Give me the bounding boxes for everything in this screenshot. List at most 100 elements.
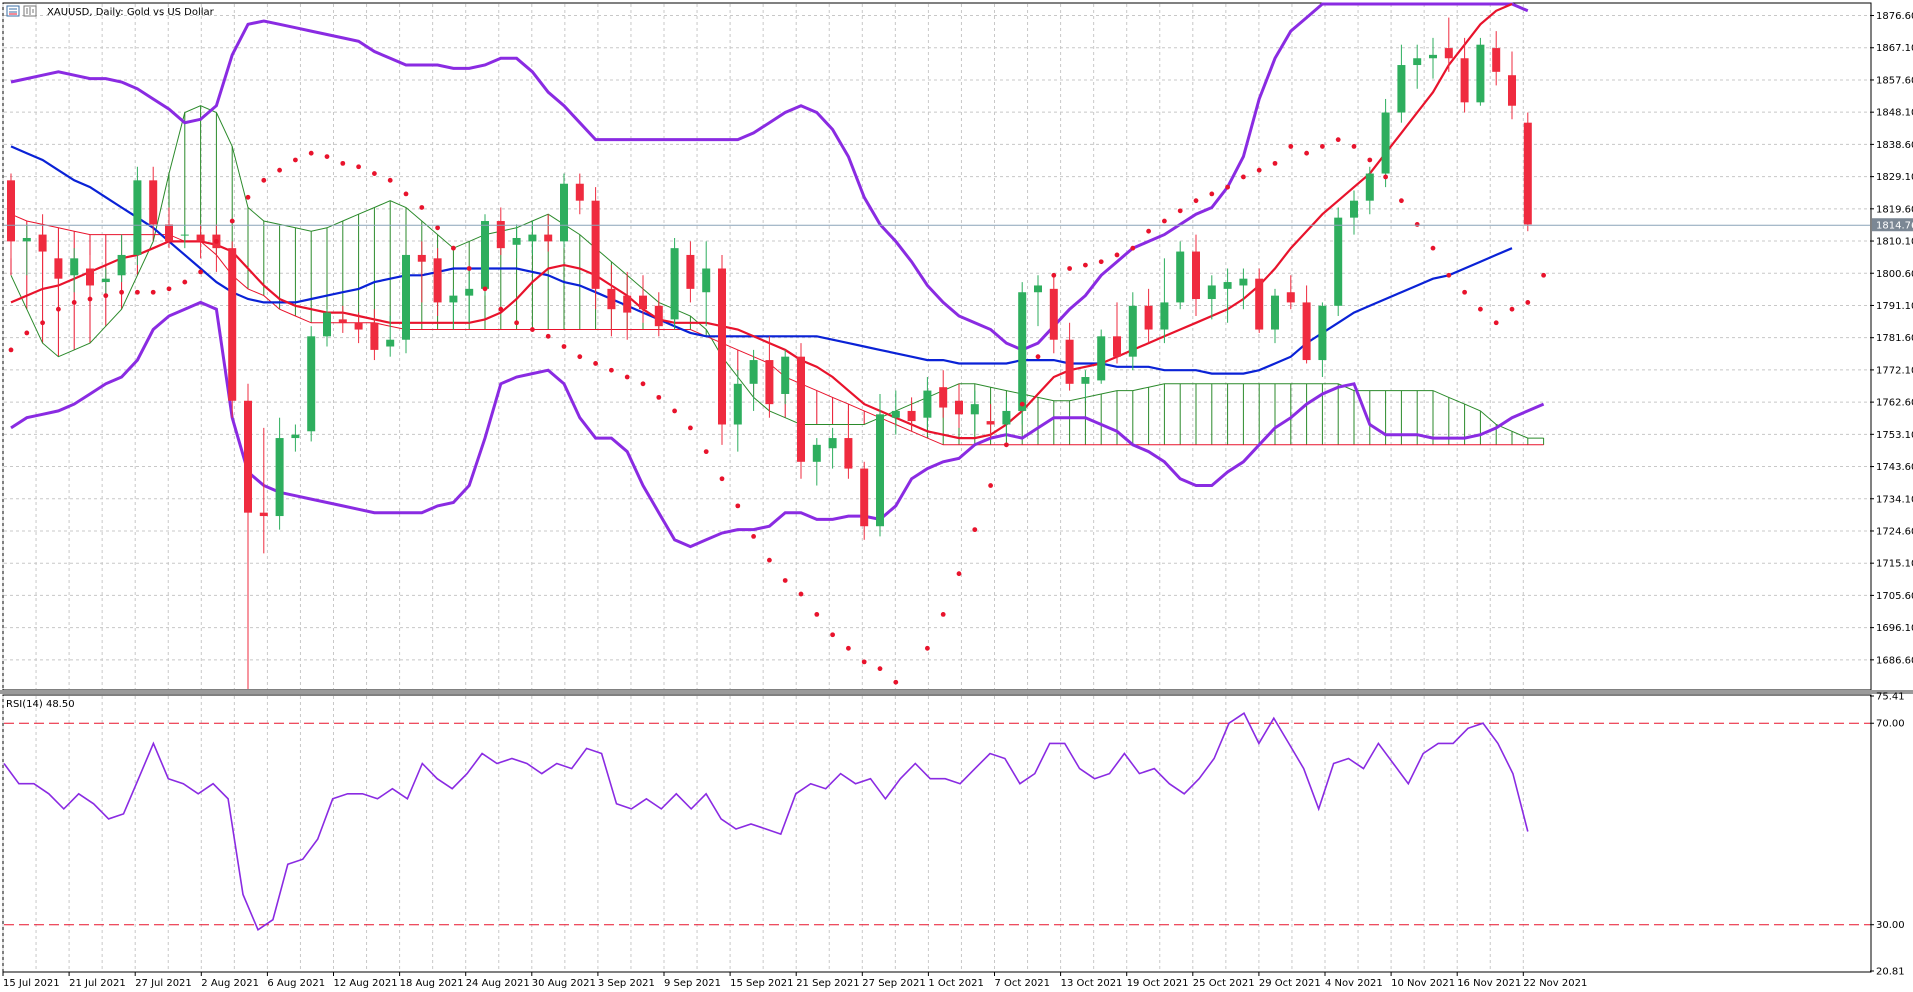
candle-body xyxy=(891,410,900,418)
rsi-tick-label: 75.41 xyxy=(1876,692,1905,703)
rsi-pane-border xyxy=(2,694,1872,973)
candle-body xyxy=(544,234,553,242)
candle-body xyxy=(702,268,711,293)
candle xyxy=(1413,44,1422,89)
candle xyxy=(1255,268,1264,333)
sar-dot xyxy=(530,327,535,332)
candle xyxy=(354,312,363,344)
candle xyxy=(1429,37,1437,79)
candle xyxy=(1034,275,1042,327)
date-tick-label: 4 Nov 2021 xyxy=(1325,978,1383,989)
sar-dot xyxy=(198,269,204,275)
candle xyxy=(812,438,821,486)
sar-dot xyxy=(735,503,741,509)
candle xyxy=(370,309,379,361)
sar-dot xyxy=(624,374,630,380)
rsi-title: RSI(14) 48.50 xyxy=(6,699,75,710)
chart-type-icon[interactable] xyxy=(23,5,37,17)
sar-dot xyxy=(119,289,124,295)
candle xyxy=(1286,275,1295,310)
candle-body xyxy=(639,295,647,310)
candle xyxy=(891,390,900,435)
moving-average-slow-line xyxy=(10,145,1513,375)
sar-dot xyxy=(40,320,45,326)
candle-body xyxy=(1271,295,1279,330)
candle-body xyxy=(528,234,537,242)
candle xyxy=(338,305,347,333)
date-tick-label: 16 Nov 2021 xyxy=(1457,978,1521,989)
sar-dot xyxy=(1304,150,1309,156)
candle xyxy=(1207,275,1216,320)
candle xyxy=(1176,241,1185,310)
candle-body xyxy=(1334,217,1343,306)
candle xyxy=(623,271,632,340)
pane-separator[interactable] xyxy=(0,690,1913,694)
price-tick-label: 1791.10 xyxy=(1876,301,1913,312)
candle-body xyxy=(860,468,869,527)
candle-body xyxy=(1365,173,1374,201)
sar-dot xyxy=(798,591,804,597)
candle-body xyxy=(354,322,363,330)
sar-dot xyxy=(56,306,61,312)
sar-dot xyxy=(1399,198,1404,204)
candle xyxy=(639,275,647,323)
sar-dot xyxy=(166,286,172,292)
candle-body xyxy=(1018,292,1027,411)
date-tick-label: 15 Sep 2021 xyxy=(730,978,793,989)
candle xyxy=(417,241,426,303)
candle xyxy=(165,207,173,249)
candle-body xyxy=(1286,292,1295,303)
sar-dot xyxy=(1225,184,1230,190)
candle-body xyxy=(291,434,300,439)
candle xyxy=(1350,190,1358,235)
current-price-tag: 1814.76 xyxy=(1872,218,1913,232)
sar-dot xyxy=(1019,401,1025,407)
candle-body xyxy=(1350,200,1358,218)
price-tick-label: 1753.10 xyxy=(1876,430,1913,441)
candle xyxy=(986,404,995,439)
date-tick-label: 9 Sep 2021 xyxy=(664,978,721,989)
chart-icon[interactable] xyxy=(6,5,20,17)
candle xyxy=(575,173,584,215)
candle xyxy=(1049,275,1058,354)
sar-dot xyxy=(861,659,867,665)
date-tick-label: 24 Aug 2021 xyxy=(466,978,530,989)
candle xyxy=(749,349,758,411)
date-tick-label: 6 Aug 2021 xyxy=(267,978,325,989)
candle-body xyxy=(907,410,916,422)
date-tick-label: 21 Jul 2021 xyxy=(69,978,126,989)
sar-dot xyxy=(925,645,930,651)
sar-dot xyxy=(261,177,267,183)
candle-body xyxy=(38,234,47,252)
sar-dot xyxy=(1462,289,1467,295)
price-tick-label: 1696.10 xyxy=(1876,623,1913,634)
sar-dot xyxy=(324,154,330,159)
candle xyxy=(22,224,31,276)
candle-body xyxy=(1207,285,1216,300)
sar-dot xyxy=(1051,272,1057,278)
candle xyxy=(939,370,948,418)
date-tick-label: 2 Aug 2021 xyxy=(201,978,259,989)
candle xyxy=(654,292,663,337)
candle-body xyxy=(749,360,758,384)
chart-header: XAUUSD, Daily: Gold vs US Dollar xyxy=(6,5,215,18)
candle xyxy=(323,309,331,347)
sar-dot xyxy=(229,218,235,224)
candle xyxy=(54,241,63,289)
candle-body xyxy=(828,438,837,449)
candle xyxy=(828,427,837,469)
sar-dot xyxy=(103,293,109,299)
sar-dot xyxy=(1004,442,1009,448)
candle-body xyxy=(149,180,158,225)
sar-dot xyxy=(1367,157,1373,163)
candle-body xyxy=(133,180,142,255)
sar-dot xyxy=(1114,252,1120,258)
rsi-axis: 75.41 70.00 30.00 20.81 xyxy=(1870,692,1905,978)
candle xyxy=(1223,268,1232,323)
sar-dot xyxy=(1162,218,1167,224)
candle-body xyxy=(1160,302,1169,330)
rsi-line xyxy=(3,712,1529,932)
sar-dot xyxy=(782,578,788,583)
candle xyxy=(1381,98,1390,188)
candle xyxy=(718,254,726,445)
